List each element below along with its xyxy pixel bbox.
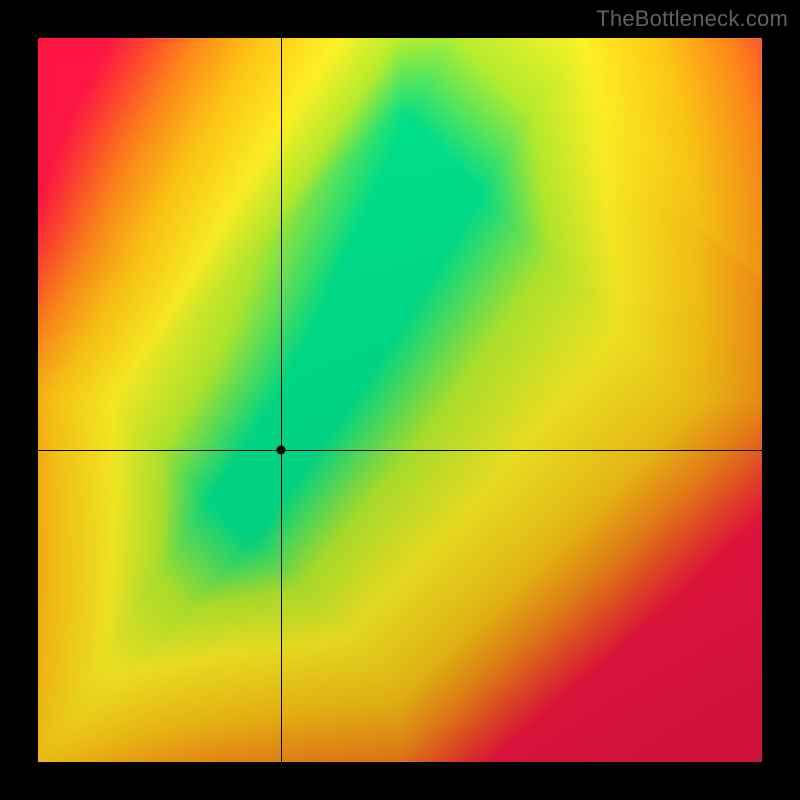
heatmap-canvas — [38, 38, 762, 762]
heatmap-plot — [38, 38, 762, 762]
marker-dot — [277, 445, 286, 454]
crosshair-vertical — [281, 38, 282, 762]
crosshair-horizontal — [38, 450, 762, 451]
watermark: TheBottleneck.com — [596, 6, 788, 32]
